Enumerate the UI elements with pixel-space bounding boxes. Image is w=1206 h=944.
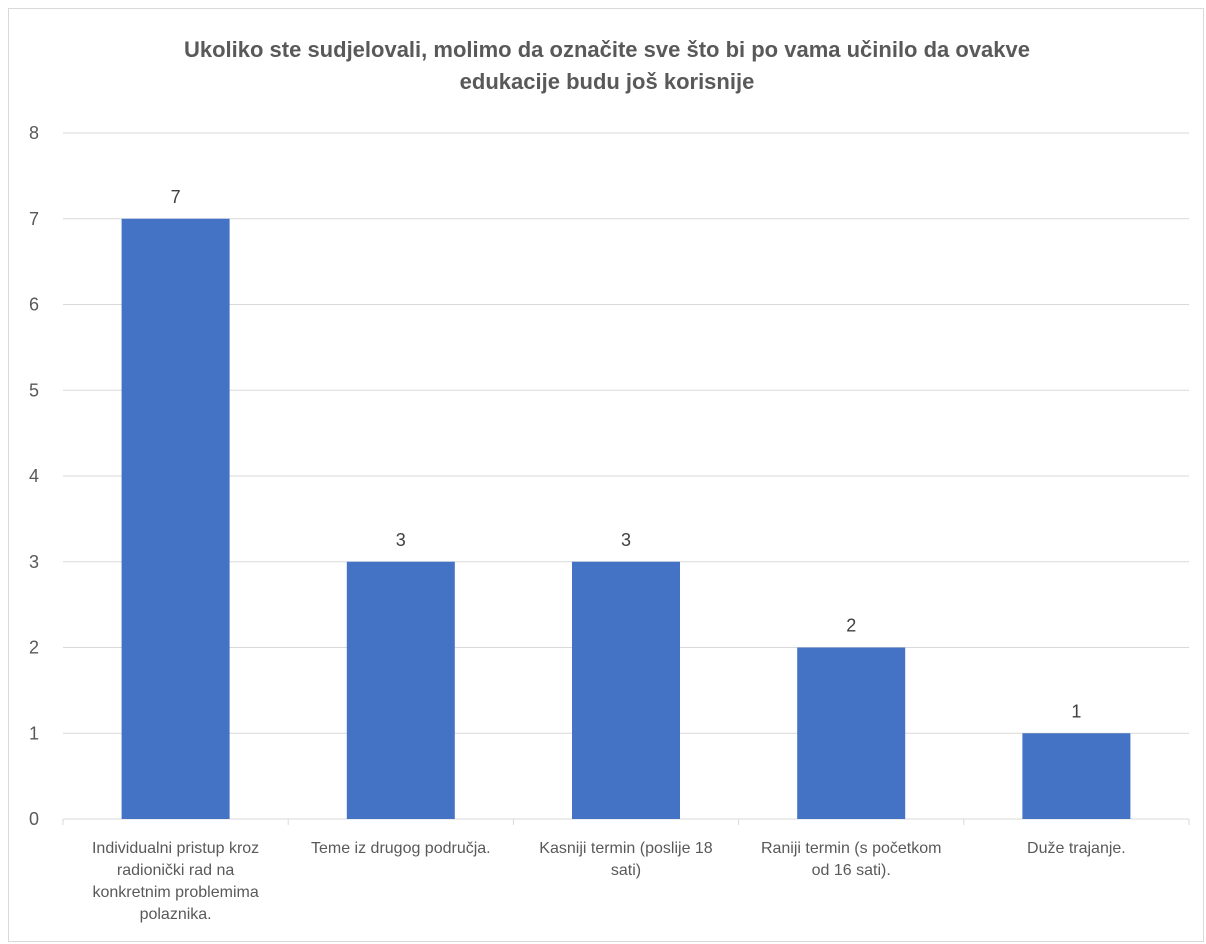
chart-title-line-1: Ukoliko ste sudjelovali, molimo da označ… — [184, 37, 1030, 62]
chart-frame: Ukoliko ste sudjelovali, molimo da označ… — [8, 8, 1204, 942]
x-category-label: Kasniji termin (poslije 18 sati) — [539, 840, 713, 879]
y-tick-label: 3 — [29, 552, 39, 572]
bar — [346, 561, 455, 819]
data-label: 1 — [1071, 701, 1081, 721]
bar — [1022, 733, 1131, 819]
x-category-label-line: Kasniji termin (poslije 18 — [539, 840, 713, 857]
x-category-label-line: Teme iz drugog područja. — [311, 840, 491, 857]
x-category-label: Individualni pristup kroz radionički rad … — [92, 840, 259, 923]
y-tick-label: 0 — [29, 809, 39, 829]
chart-title-line-2: edukacije budu još korisnije — [460, 69, 755, 94]
x-category-label-line: konkretnim problemima — [92, 884, 258, 901]
bars — [121, 218, 1131, 819]
bar — [572, 561, 680, 819]
x-category-label-line: Raniji termin (s početkom — [761, 840, 942, 857]
y-tick-label: 5 — [29, 380, 39, 400]
x-category-label: Duže trajanje. — [1027, 840, 1126, 857]
bar — [797, 647, 906, 819]
bar — [121, 218, 230, 819]
y-tick-label: 8 — [29, 123, 39, 143]
data-label: 3 — [621, 530, 631, 550]
x-category-label: Raniji termin (s početkom od 16 sati). — [761, 840, 942, 879]
x-category-label-line: polaznika. — [140, 906, 212, 923]
data-label: 2 — [846, 616, 856, 636]
x-category-label-line: od 16 sati). — [812, 862, 891, 879]
data-label: 3 — [396, 530, 406, 550]
y-tick-label: 7 — [29, 209, 39, 229]
bar-chart: Ukoliko ste sudjelovali, molimo da označ… — [29, 37, 1190, 923]
x-category-label-line: radionički rad na — [117, 862, 235, 879]
x-category-label: Teme iz drugog područja. — [311, 840, 491, 857]
y-tick-label: 2 — [29, 638, 39, 658]
x-category-label-line: Individualni pristup kroz — [92, 840, 259, 857]
x-axis-categories: Individualni pristup kroz radionički rad … — [92, 840, 1126, 923]
y-tick-label: 6 — [29, 295, 39, 315]
y-tick-label: 4 — [29, 466, 39, 486]
chart-title: Ukoliko ste sudjelovali, molimo da označ… — [184, 37, 1030, 94]
y-tick-label: 1 — [29, 723, 39, 743]
x-category-label-line: sati) — [611, 862, 641, 879]
data-labels: 7 3 3 2 1 — [171, 187, 1082, 722]
data-label: 7 — [171, 187, 181, 207]
x-category-label-line: Duže trajanje. — [1027, 840, 1126, 857]
y-axis-ticks: 0 1 2 3 4 5 6 7 8 — [29, 123, 39, 829]
gridlines — [62, 132, 1190, 825]
